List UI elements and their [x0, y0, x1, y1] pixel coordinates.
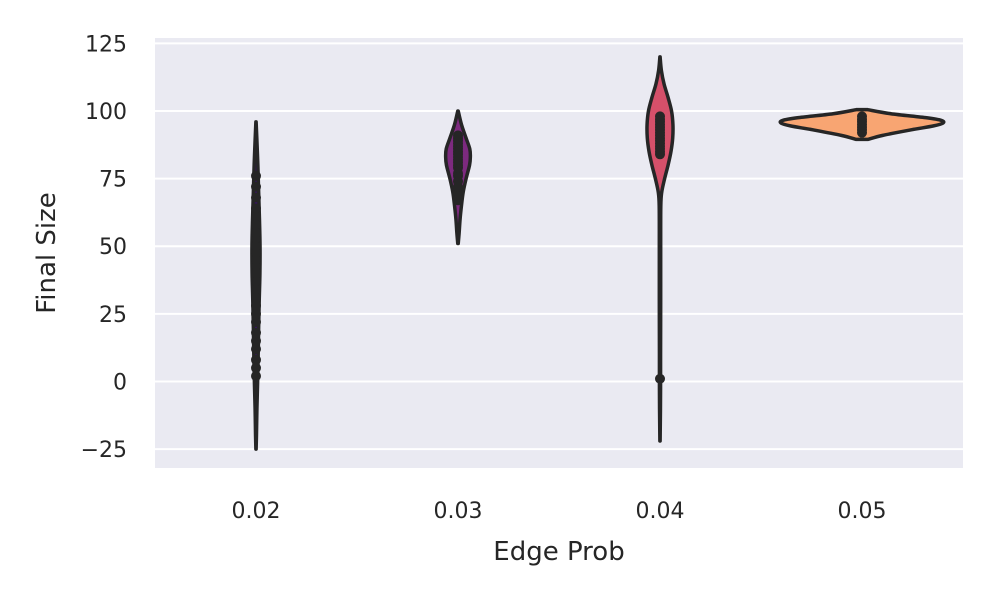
data-point: [251, 292, 261, 303]
violin-0.05: [778, 107, 946, 142]
data-point: [251, 344, 261, 355]
violins: [250, 55, 946, 451]
y-tick-label: 25: [99, 303, 127, 328]
data-point: [251, 335, 261, 346]
violin-0.04: [645, 55, 675, 443]
data-point: [251, 276, 261, 287]
data-point: [251, 362, 261, 373]
data-point: [655, 111, 665, 122]
violin-body: [645, 55, 675, 443]
y-tick-labels: −25 0 25 50 75 100 125: [81, 32, 127, 463]
data-point: [251, 316, 261, 327]
data-point: [251, 203, 261, 214]
grid-lines: [155, 42, 963, 451]
data-point: [251, 192, 261, 203]
data-point: [655, 373, 665, 384]
x-tick-labels: 0.02 0.03 0.04 0.05: [232, 499, 887, 524]
y-tick-label: 125: [85, 32, 127, 57]
y-tick-label: 100: [85, 100, 127, 125]
x-tick-label: 0.04: [636, 499, 685, 524]
data-point: [251, 300, 261, 311]
data-point: [251, 371, 261, 382]
data-point: [251, 254, 261, 265]
data-point: [251, 284, 261, 295]
x-tick-label: 0.02: [232, 499, 281, 524]
y-axis-label: Final Size: [32, 192, 62, 314]
violin-0.02: [250, 120, 262, 451]
x-tick-label: 0.03: [434, 499, 483, 524]
y-tick-label: 50: [99, 235, 127, 260]
violin-0.03: [443, 109, 473, 246]
data-point: [251, 308, 261, 319]
data-point: [251, 227, 261, 238]
data-point: [453, 195, 463, 206]
data-point: [251, 354, 261, 365]
data-point: [453, 130, 463, 141]
x-tick-label: 0.05: [838, 499, 887, 524]
y-tick-label: 0: [113, 370, 127, 395]
data-point: [251, 181, 261, 192]
plot-area: [155, 38, 963, 468]
data-point: [251, 219, 261, 230]
data-point: [251, 241, 261, 252]
data-point: [251, 268, 261, 279]
y-tick-label: −25: [81, 438, 127, 463]
data-point: [857, 111, 867, 122]
data-point: [251, 327, 261, 338]
y-tick-label: 75: [99, 168, 127, 193]
x-axis-label: Edge Prob: [493, 537, 624, 567]
data-point: [251, 211, 261, 222]
data-point: [251, 170, 261, 181]
